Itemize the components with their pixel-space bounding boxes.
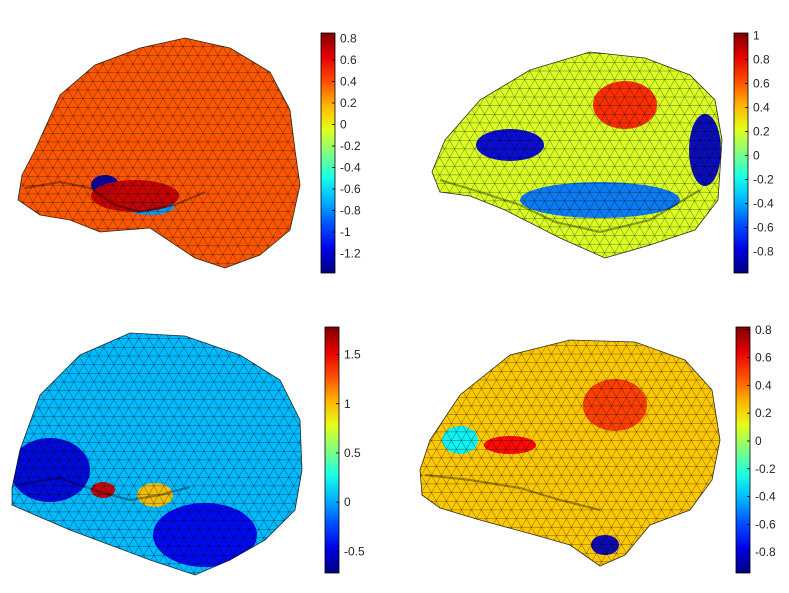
colorbar-tick-label: 0.8 — [753, 52, 770, 66]
colorbar-tick-label: 0.6 — [340, 53, 357, 67]
colorbar-tick-label: -0.6 — [340, 182, 361, 196]
colorbar-tick-label: 0.8 — [755, 323, 772, 337]
panel-2: 1 0.8 0.6 0.4 0.2 0 -0.2 -0.4 -0.6 -0.8 — [431, 28, 774, 274]
colorbar-tick-label: 0.8 — [340, 31, 357, 45]
surface-outline — [11, 332, 303, 576]
colorbar-tick-label: -0.6 — [755, 517, 776, 531]
colorbar-tick-label: 0 — [755, 434, 762, 448]
colorbar-tick-label: -1 — [340, 225, 351, 239]
surface-feature-2 — [484, 436, 536, 454]
colorbar-tick-label: -0.4 — [753, 196, 774, 210]
colorbar-tick-label: -0.8 — [755, 545, 776, 559]
colorbar-tick-label: -0.8 — [753, 244, 774, 258]
colorbar-tick-label: 0.6 — [753, 76, 770, 90]
colorbar-tick-label: -0.2 — [755, 462, 776, 476]
colorbar-tick-label: 0 — [753, 148, 760, 162]
mesh-wireframe — [420, 340, 720, 566]
colorbar-tick-label: 0.2 — [340, 96, 357, 110]
surface-fold — [424, 473, 601, 512]
colorbar — [320, 32, 336, 274]
colorbar — [735, 326, 751, 574]
mesh-wireframe — [432, 52, 722, 258]
mesh-wireframe — [12, 333, 302, 575]
colorbar-tick-label: 0.4 — [753, 100, 770, 114]
colorbar-tick-label: 0.2 — [755, 406, 772, 420]
colorbar — [733, 32, 749, 274]
colorbar-tick-label: 1 — [344, 397, 351, 411]
colorbar-tick-label: -0.8 — [340, 204, 361, 218]
mesh-wireframe — [18, 38, 300, 268]
colorbar-tick-label: -0.4 — [340, 161, 361, 175]
surface-feature-3 — [593, 81, 657, 129]
colorbar-tick-label: 0.4 — [340, 74, 357, 88]
surface-fold — [14, 476, 191, 502]
colorbar-tick-label: -0.5 — [344, 544, 365, 558]
colorbar-tick-label: -0.6 — [753, 220, 774, 234]
colorbar-tick-label: 1 — [753, 28, 760, 42]
surface-feature-4 — [153, 503, 257, 567]
surface-fold — [439, 178, 701, 234]
colorbar-tick-label: 0.5 — [344, 446, 361, 460]
panel-3: 1.5 1 0.5 0 -0.5 — [11, 326, 365, 576]
surface-feature-3 — [91, 180, 179, 212]
colorbar-tick-label: -0.2 — [340, 139, 361, 153]
colorbar-tick-label: 1.5 — [344, 348, 361, 362]
colorbar-tick-label: -0.2 — [753, 172, 774, 186]
colorbar-tick-label: 0.2 — [753, 124, 770, 138]
panel-1: 0.8 0.6 0.4 0.2 0 -0.2 -0.4 -0.6 -0.8 -1 -1.2 — [17, 31, 361, 274]
colorbar-tick-label: 0.6 — [755, 351, 772, 365]
surface-feature-1 — [476, 129, 544, 161]
surface-outline — [419, 339, 721, 567]
colorbar-tick-label: 0.4 — [755, 378, 772, 392]
panel-4: 0.8 0.6 0.4 0.2 0 -0.2 -0.4 -0.6 -0.8 — [419, 323, 776, 574]
colorbar — [324, 326, 340, 574]
colorbar-tick-label: -1.2 — [340, 247, 361, 261]
surface-feature-3 — [583, 379, 647, 431]
colorbar-tick-label: 0 — [344, 495, 351, 509]
surface-outline — [17, 37, 301, 269]
surface-fold — [24, 180, 206, 214]
colorbar-tick-label: 0 — [340, 117, 347, 131]
surface-feature-4 — [442, 426, 478, 454]
colorbar-tick-label: -0.4 — [755, 490, 776, 504]
surface-outline — [431, 51, 723, 259]
surface-feature-2 — [137, 483, 173, 507]
